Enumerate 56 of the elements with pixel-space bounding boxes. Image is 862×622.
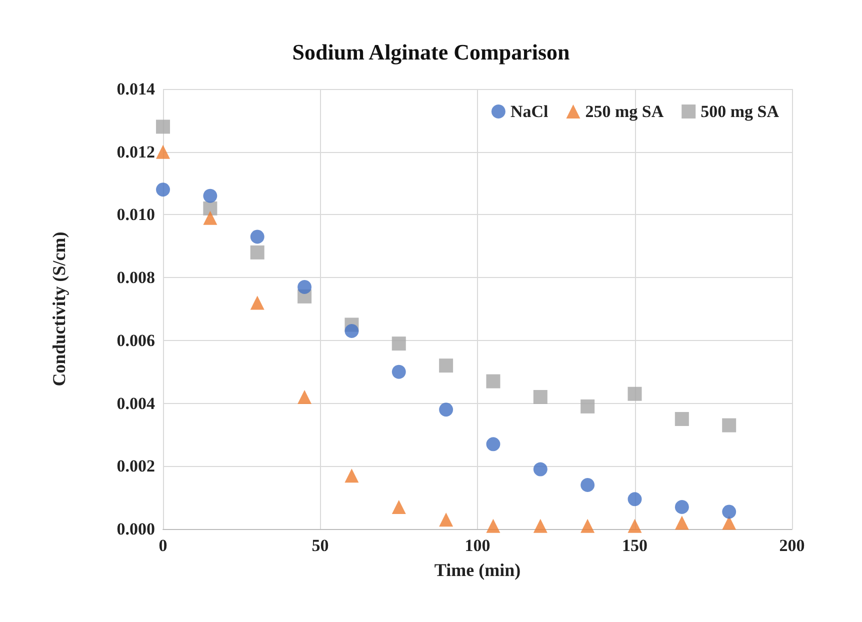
point	[674, 412, 689, 426]
y-tick-label: 0.008	[116, 268, 155, 288]
y-tick-label: 0.012	[116, 142, 155, 162]
point	[486, 437, 500, 452]
point	[344, 468, 359, 483]
y-tick-label: 0.004	[116, 394, 156, 413]
point	[250, 296, 264, 310]
point	[298, 280, 312, 294]
x-tick-label: 150	[622, 536, 648, 555]
point	[674, 516, 689, 530]
point	[674, 500, 689, 514]
x-tick-label: 50	[312, 536, 329, 555]
point	[250, 230, 264, 244]
point	[439, 402, 454, 417]
point	[533, 462, 548, 476]
y-tick-label: 0.002	[116, 456, 155, 476]
legend-label: NaCl	[510, 102, 548, 121]
point	[392, 364, 406, 379]
point	[580, 399, 595, 414]
point	[628, 518, 642, 533]
point	[203, 210, 218, 225]
x-tick-label: 200	[779, 536, 805, 555]
point	[392, 500, 406, 514]
point	[722, 516, 736, 530]
y-axis-title: Conductivity (S/cm)	[49, 232, 69, 386]
point	[439, 512, 454, 527]
point	[392, 336, 406, 351]
point	[439, 358, 454, 373]
point	[486, 374, 500, 388]
legend-label: 500 mg SA	[700, 102, 780, 121]
point	[156, 182, 170, 197]
point	[344, 324, 359, 338]
point	[628, 386, 642, 401]
point	[722, 418, 736, 432]
point	[250, 245, 264, 260]
point	[203, 188, 218, 203]
point	[298, 390, 312, 404]
legend-label: 250 mg SA	[585, 102, 664, 121]
point	[533, 518, 548, 533]
x-tick-label: 100	[464, 536, 490, 555]
chart-title: Sodium Alginate Comparison	[292, 40, 570, 64]
y-tick-label: 0.010	[116, 205, 155, 224]
x-tick-label: 0	[158, 536, 168, 555]
point	[722, 504, 736, 519]
y-tick-label: 0.000	[116, 520, 155, 538]
point	[203, 201, 218, 216]
point	[156, 120, 170, 134]
point	[486, 518, 500, 533]
point	[533, 390, 548, 404]
point	[580, 478, 595, 492]
x-axis-title: Time (min)	[434, 560, 521, 580]
point	[156, 144, 170, 159]
point	[580, 518, 595, 533]
y-tick-label: 0.006	[116, 330, 155, 350]
y-tick-label: 0.014	[116, 80, 156, 98]
point	[628, 492, 642, 506]
